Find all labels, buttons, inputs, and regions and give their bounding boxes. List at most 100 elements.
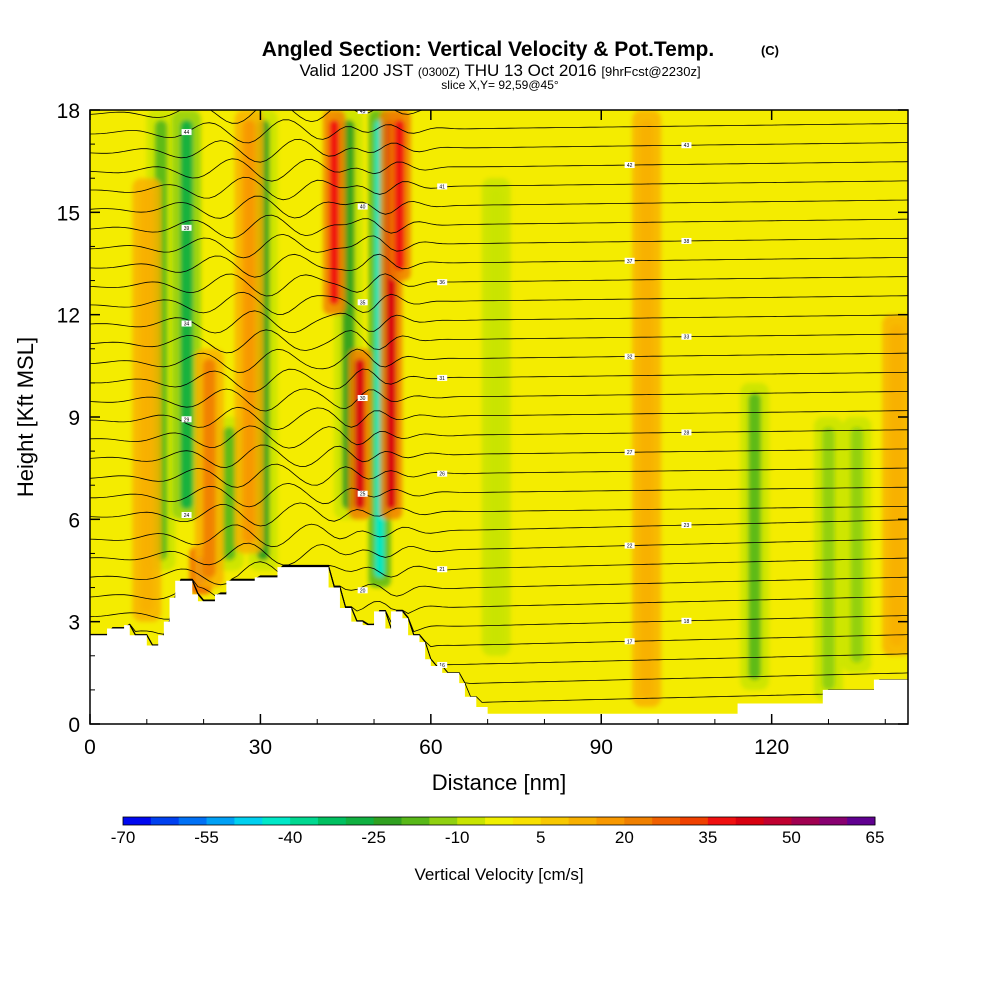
isentrope-label-text: 35: [360, 300, 366, 306]
isentrope-lines: [90, 110, 908, 703]
updraft-core: [202, 358, 216, 578]
isentrope: [90, 519, 908, 548]
colorbar-tick-label: -55: [194, 828, 219, 847]
downdraft-core: [850, 427, 864, 663]
colorbar-tick-label: -40: [278, 828, 303, 847]
isentrope-label-text: 32: [627, 355, 633, 361]
isentrope-label: 21: [437, 566, 448, 573]
colorbar-swatch: [178, 817, 208, 825]
isentrope: [90, 253, 908, 278]
isentrope-label-text: 31: [439, 376, 445, 382]
colorbar-tick-label: 5: [536, 828, 545, 847]
colorbar-swatch: [485, 817, 514, 825]
isentrope: [90, 110, 477, 124]
isentrope-label-text: 17: [627, 639, 633, 645]
isentrope: [90, 329, 908, 354]
isentrope-label: 34: [181, 320, 192, 328]
colorbar-swatch: [596, 817, 625, 825]
isentrope-label-text: 42: [627, 163, 633, 169]
isentrope-label-text: 25: [360, 492, 366, 498]
colorbar-swatch: [707, 817, 737, 825]
plot-area: 1415161718192021222324252627282930313233…: [89, 109, 909, 725]
isentrope: [90, 463, 908, 488]
colorbar-swatch: [262, 817, 291, 825]
title-copyright-mark: (C): [761, 43, 779, 58]
x-axis: 0 30 60 90 120: [84, 110, 886, 759]
isentrope-label-text: 30: [360, 396, 366, 402]
isentrope-label-text: 26: [439, 472, 445, 478]
isentrope-label: 26: [437, 470, 448, 478]
isentrope-label-text: 40: [360, 205, 366, 211]
colorbar-swatch: [401, 817, 430, 825]
isentrope: [90, 195, 908, 219]
isentrope: [90, 214, 908, 239]
terrain: [90, 567, 908, 724]
colorbar-swatch: [763, 817, 792, 825]
downdraft-core: [222, 427, 236, 561]
isentrope-label: 42: [624, 162, 635, 169]
y-tick-label: 9: [68, 407, 80, 430]
isentrope-label: 44: [181, 129, 192, 136]
colorbar-swatch: [290, 817, 319, 825]
downdraft-core: [748, 392, 761, 680]
isentrope-label: 43: [681, 142, 692, 149]
isentrope-label: 29: [181, 416, 192, 423]
x-tick-label: 60: [419, 736, 442, 759]
isentrope-label-text: 23: [684, 523, 690, 529]
y-tick-label: 3: [68, 612, 80, 635]
isentrope: [90, 233, 908, 259]
isentrope-label-text: 22: [627, 544, 633, 550]
isentrope: [90, 158, 908, 182]
colorbar-tick-label: 50: [782, 828, 801, 847]
downdraft-core: [822, 427, 835, 691]
y-axis-label: Height [Kft MSL]: [13, 337, 38, 497]
isentrope: [90, 557, 908, 586]
slice-label: slice X,Y= 92,59@45°: [441, 78, 559, 92]
colorbar-tick-label: -70: [111, 828, 136, 847]
x-tick-label: 90: [590, 736, 613, 759]
isentrope: [90, 406, 908, 431]
isentrope-label: 25: [357, 490, 368, 498]
updraft-core: [640, 120, 653, 697]
colorbar-swatch: [652, 817, 681, 825]
isentrope-label-text: 44: [184, 130, 190, 136]
isentrope-label: 16: [437, 661, 448, 669]
colorbar-frame: [122, 816, 876, 826]
y-tick-label: 0: [68, 714, 80, 737]
subtitle-valid: Valid 1200 JST: [299, 61, 413, 80]
isentrope-label: 20: [357, 587, 368, 594]
isentrope-label: 24: [181, 512, 192, 519]
isentrope-label: 18: [681, 617, 692, 625]
colorbar-swatch: [540, 817, 570, 825]
colorbar-swatch: [429, 817, 458, 825]
colorbar-tick-label: -25: [361, 828, 386, 847]
isentrope-label: 36: [437, 279, 448, 286]
isentrope-label: 40: [357, 203, 368, 211]
isentrope-label-text: 33: [684, 335, 690, 341]
isentrope-label-text: 45: [360, 109, 366, 115]
colorbar-swatch: [819, 817, 848, 825]
subtitle-utc: (0300Z): [418, 65, 460, 79]
isentrope-label-text: 16: [439, 663, 445, 669]
isentrope-label-text: 20: [360, 588, 366, 594]
colorbar-swatch: [847, 817, 876, 825]
updraft-core: [140, 188, 154, 612]
isentrope: [90, 348, 908, 373]
colorbar-tick-label: 65: [866, 828, 885, 847]
colorbar-tick-label: 20: [615, 828, 634, 847]
isentrope: [90, 444, 908, 468]
isentrope-label: 33: [681, 333, 692, 341]
velocity-field: [132, 110, 908, 707]
isentrope: [90, 138, 908, 163]
colorbar-swatch: [624, 817, 653, 825]
colorbar-swatch: [735, 817, 765, 825]
colorbar-swatch: [234, 817, 263, 825]
colorbar-swatch: [457, 817, 486, 825]
isentrope: [90, 368, 908, 393]
isentrope-label-text: 41: [439, 184, 445, 190]
colorbar-swatch: [345, 817, 375, 825]
isentrope-label: 31: [437, 374, 448, 382]
y-tick-label: 15: [57, 202, 80, 225]
